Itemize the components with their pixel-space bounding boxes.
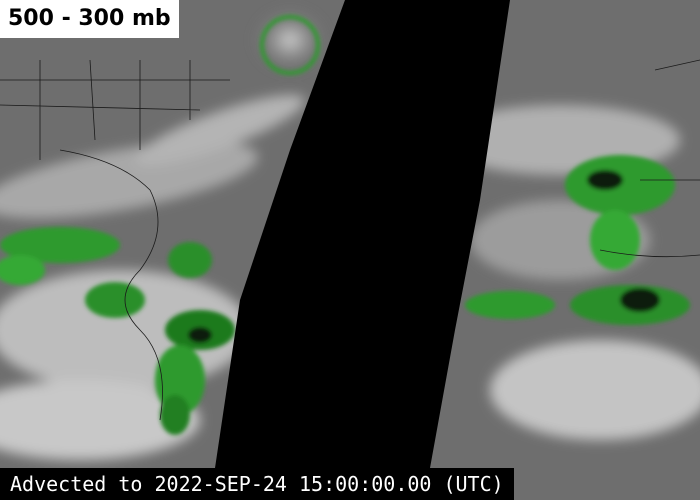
moisture-areas [0,15,690,435]
borders [0,59,700,421]
timestamp: Advected to 2022-SEP-24 15:00:00.00 (UTC… [0,468,514,500]
title: 500 - 300 mb [0,0,179,38]
no-data-band [215,0,510,468]
